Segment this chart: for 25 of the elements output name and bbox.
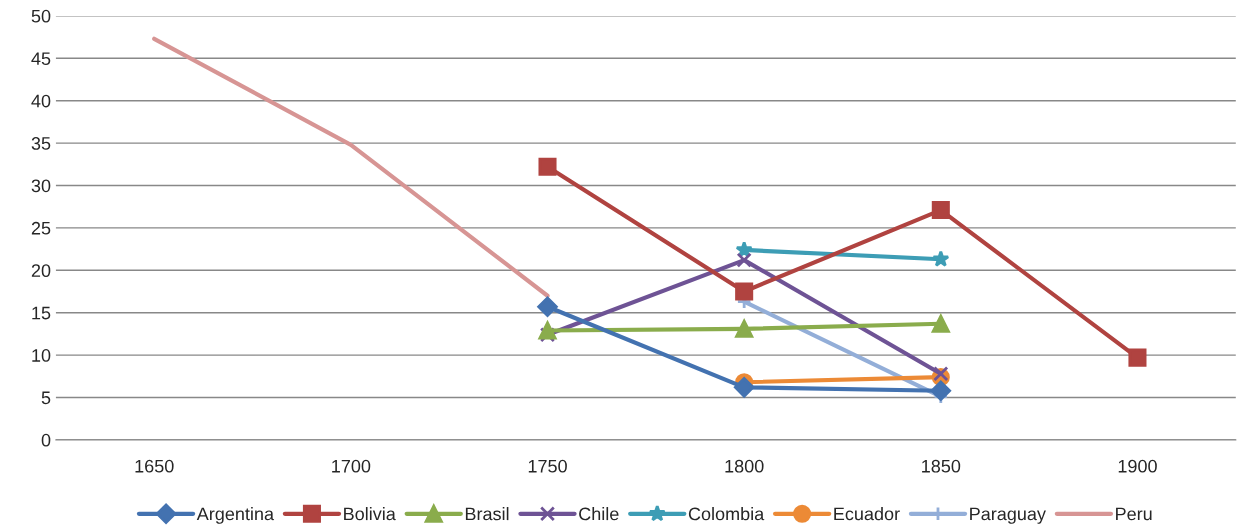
y-tick-label: 35 (31, 137, 51, 150)
y-tick-label: 15 (32, 306, 51, 320)
x-tick-label: 1800 (725, 459, 764, 473)
y-tick-label: 45 (31, 52, 51, 66)
legend-label: Paraguay (970, 507, 1046, 524)
x-tick-label: 1700 (332, 459, 371, 473)
legend-label: Ecuador (834, 507, 900, 521)
x-tick-label: 1850 (922, 459, 961, 473)
y-tick-label: 50 (31, 9, 51, 23)
y-tick-label: 20 (31, 264, 51, 278)
y-tick-label: 10 (32, 349, 51, 362)
legend-label: Colombia (688, 507, 765, 521)
legend-label: Chile (579, 507, 619, 521)
legend-label: Bolivia (344, 507, 396, 521)
y-tick-label: 0 (41, 433, 51, 447)
y-tick-label: 30 (31, 179, 51, 193)
legend-label: Peru (1116, 507, 1152, 521)
y-tick-label: 40 (31, 94, 51, 108)
x-tick-label: 1650 (135, 459, 174, 473)
legend-label: Argentina (196, 507, 275, 524)
y-tick-label: 5 (41, 391, 51, 405)
legend-label: Brasil (465, 507, 509, 521)
y-tick-label: 25 (31, 221, 51, 235)
x-tick-label: 1900 (1118, 459, 1157, 473)
x-tick-label: 1750 (528, 459, 567, 473)
